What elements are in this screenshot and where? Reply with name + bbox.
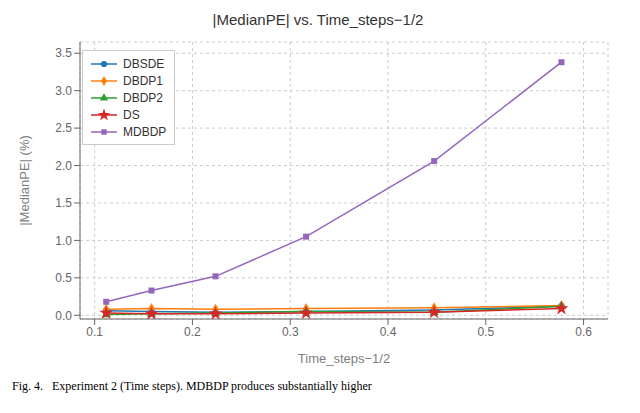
svg-text:Time_steps−1/2: Time_steps−1/2 — [298, 351, 390, 366]
svg-text:0.5: 0.5 — [55, 271, 72, 285]
svg-text:0.2: 0.2 — [184, 325, 201, 339]
svg-text:0.3: 0.3 — [282, 325, 299, 339]
svg-text:1.5: 1.5 — [55, 196, 72, 210]
svg-text:3.5: 3.5 — [55, 46, 72, 60]
svg-text:1.0: 1.0 — [55, 234, 72, 248]
html-text:Fig. 4. Experiment 2 (Time ste: Fig. 4. Experiment 2 (Time steps). MDBDP… — [12, 379, 372, 393]
html-text:DS: DS — [123, 107, 140, 122]
html-text:MDBDP: MDBDP — [123, 124, 167, 139]
svg-text:0.6: 0.6 — [575, 325, 592, 339]
svg-text:0.5: 0.5 — [477, 325, 494, 339]
svg-text:2.0: 2.0 — [55, 159, 72, 173]
html-text:DBDP1: DBDP1 — [123, 73, 163, 88]
svg-text:0.4: 0.4 — [380, 325, 397, 339]
html-text:DBDP2: DBDP2 — [123, 90, 163, 105]
html-text:DBSDE: DBSDE — [123, 56, 165, 71]
html-text:|MedianPE| vs. Time_steps−1/2: |MedianPE| vs. Time_steps−1/2 — [212, 11, 424, 28]
svg-text:|MedianPE| (%): |MedianPE| (%) — [17, 135, 32, 226]
svg-text:3.0: 3.0 — [55, 84, 72, 98]
svg-text:2.5: 2.5 — [55, 121, 72, 135]
svg-text:0.1: 0.1 — [86, 325, 103, 339]
svg-text:0.0: 0.0 — [55, 309, 72, 323]
